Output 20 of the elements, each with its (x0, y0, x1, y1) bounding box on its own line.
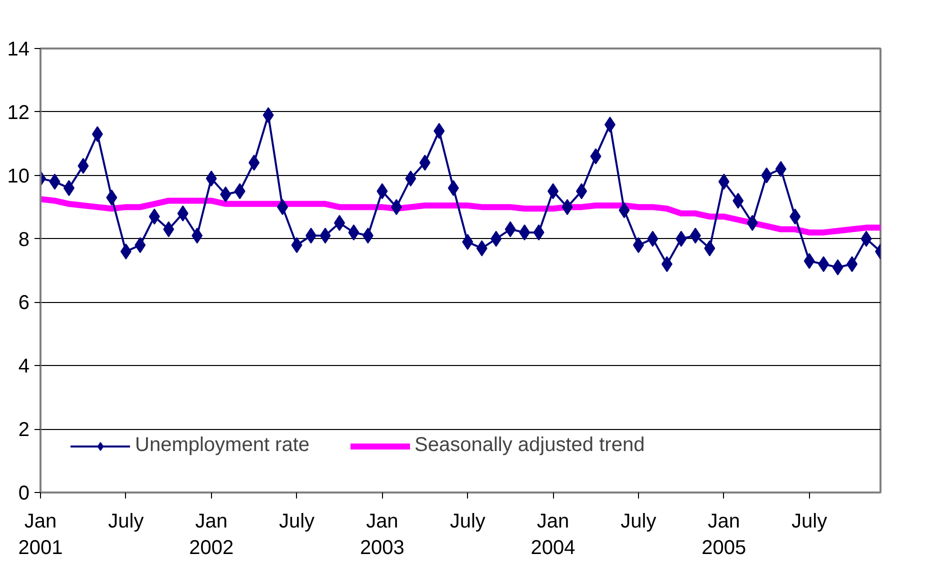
x-tick-label: Jan 2005 (702, 510, 746, 559)
x-tick-label: July (792, 510, 828, 532)
x-tick-label: July (620, 510, 656, 532)
legend-label: Seasonally adjusted trend (414, 434, 645, 457)
legend-label: Unemployment rate (135, 434, 310, 457)
x-tick-label: Jan 2004 (530, 510, 576, 559)
y-tick-label: 12 (7, 102, 30, 124)
x-tick-label: July (108, 510, 144, 532)
y-tick-label: 14 (7, 38, 30, 60)
y-tick-label: 8 (18, 228, 30, 251)
y-tick-label: 0 (18, 482, 30, 504)
y-tick-label: 10 (7, 165, 30, 188)
x-tick-label: Jan 2003 (360, 510, 404, 559)
x-tick-label: July (278, 510, 315, 532)
x-tick-label: July (450, 510, 486, 532)
y-tick-label: 4 (18, 356, 30, 378)
y-tick-label: 6 (18, 292, 30, 314)
x-tick-label: Jan 2001 (18, 510, 63, 559)
x-tick-label: Jan 2002 (189, 510, 234, 559)
y-tick-label: 2 (18, 419, 30, 442)
